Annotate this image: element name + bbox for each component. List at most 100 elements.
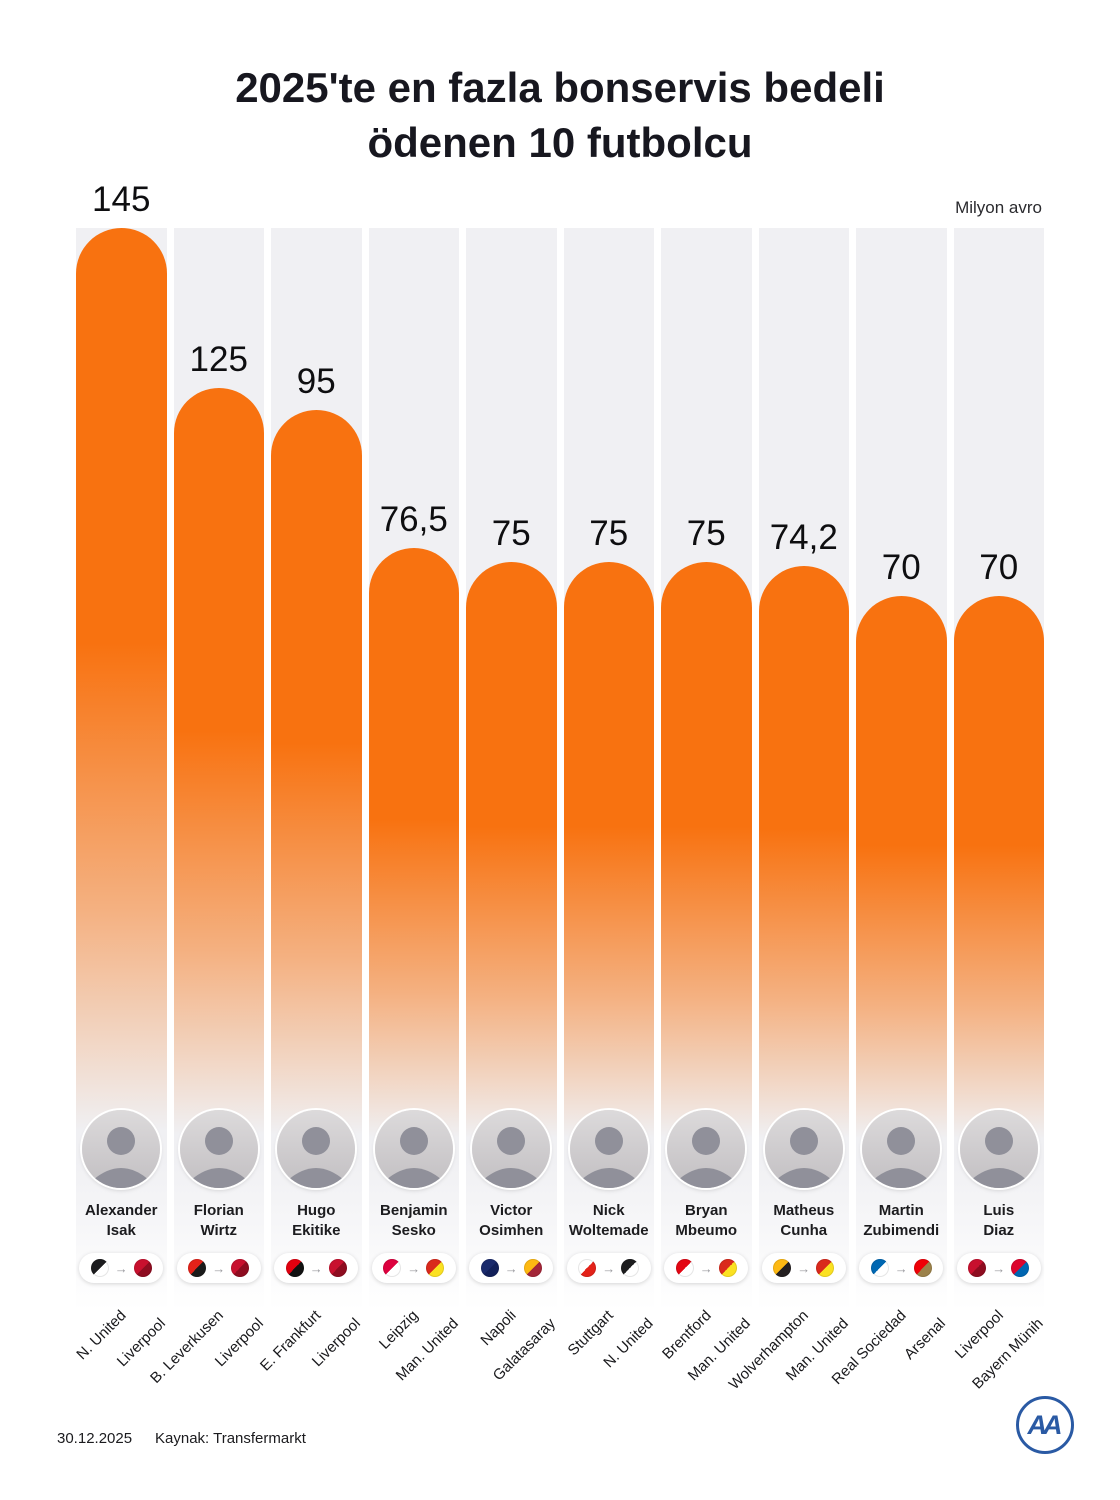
from-club-label: Napoli [477,1307,520,1350]
player-last-name: Isak [106,1221,136,1239]
transfer-arrow-icon: → [114,1260,128,1276]
player-block: Benjamin Sesko → [369,1110,460,1283]
from-club-logo [578,1259,597,1277]
value-label: 76,5 [379,500,448,539]
bar-column: 76,5 Benjamin Sesko → Leipzig Man. United [368,228,462,1384]
unit-label: Milyon avro [955,198,1042,217]
value-label: 125 [189,340,248,379]
player-silhouette-icon [775,1127,832,1188]
player-photo [862,1110,941,1188]
bar-column: 70 Martin Zubimendi → Real Sociedad Arsenal [828,228,949,1388]
transfer-arrow-icon: → [602,1260,616,1276]
to-club-logo [426,1259,445,1277]
bar [661,562,752,1150]
player-block: Nick Woltemade → [564,1110,655,1283]
to-club-logo [328,1259,347,1277]
page-title: 2025'te en fazla bonservis bedeli ödenen… [0,60,1120,171]
from-club-logo [383,1259,402,1277]
player-first-name: Nick [592,1202,625,1219]
value-label: 74,2 [769,518,838,557]
footer-source: Kaynak: Transfermarkt [155,1430,306,1447]
transfer-arrow-icon: → [504,1260,518,1276]
bar [173,388,264,1150]
player-photo [959,1110,1038,1188]
transfer-pill: → [176,1253,261,1283]
bar [368,548,459,1150]
player-last-name: Mbeumo [675,1221,738,1239]
player-last-name: Sesko [391,1221,436,1239]
to-club-label: Arsenal [901,1315,950,1363]
title-line-1: 2025'te en fazla bonservis bedeli [235,64,885,111]
player-last-name: Wirtz [200,1221,238,1239]
player-silhouette-icon [288,1127,345,1188]
player-block: Bryan Mbeumo → [661,1110,752,1283]
transfer-pill: → [79,1253,164,1283]
player-silhouette-icon [580,1127,637,1188]
to-club-logo [913,1259,932,1277]
aa-agency-logo: AA [1016,1396,1074,1454]
player-photo [179,1110,258,1188]
player-name: Victor Osimhen [466,1201,557,1240]
to-club-logo [816,1259,835,1277]
bar [271,410,362,1150]
transfer-arrow-icon: → [407,1260,421,1276]
value-label: 95 [296,362,336,401]
bar-column: 145 Alexander Isak → N. United Liverpool [73,180,169,1370]
from-club-logo [90,1259,109,1277]
transfer-arrow-icon: → [212,1260,226,1276]
bar [466,562,557,1150]
to-club-logo [231,1259,250,1277]
player-photo [569,1110,648,1188]
player-first-name: Alexander [84,1202,158,1219]
player-photo [374,1110,453,1188]
transfer-arrow-icon: → [797,1260,811,1276]
transfer-pill: → [859,1253,944,1283]
bar-column: 125 Florian Wirtz → B. Leverkusen Liverpool [147,228,267,1387]
bar-column: 74,2 Matheus Cunha → Wolverhampton Man. Unite… [726,228,852,1393]
chart-area: 145 Alexander Isak → N. United Liverpool 125 Fl… [73,180,1047,1393]
player-name: Luis Diaz [954,1201,1045,1240]
player-silhouette-icon [970,1127,1027,1188]
player-first-name: Benjamin [379,1202,448,1219]
player-block: Martin Zubimendi → [856,1110,947,1283]
bar [856,596,947,1150]
to-club-logo [1011,1259,1030,1277]
bar-column: 95 Hugo Ekitike → E. Frankfurt Liverpool [257,228,364,1374]
bar [758,566,849,1150]
to-club-logo [523,1259,542,1277]
transfer-pill: → [761,1253,846,1283]
to-club-logo [718,1259,737,1277]
player-block: Victor Osimhen → [466,1110,557,1283]
value-label: 70 [979,548,1019,587]
from-club-logo [480,1259,499,1277]
player-block: Hugo Ekitike → [271,1110,362,1283]
title-line-2: ödenen 10 futbolcu [367,119,753,167]
transfer-pill: → [664,1253,749,1283]
player-name: Benjamin Sesko [369,1201,460,1240]
bar [953,596,1044,1150]
bar-column: 75 Victor Osimhen → Napoli Galatasaray [466,228,559,1384]
bar-column: 75 Bryan Mbeumo → Brentford Man. United [659,228,754,1384]
player-first-name: Bryan [684,1202,728,1219]
bar [563,562,654,1150]
from-club-logo [675,1259,694,1277]
transfer-pill: → [274,1253,359,1283]
bar [76,228,167,1150]
transfer-arrow-icon: → [699,1260,713,1276]
player-first-name: Luis [983,1202,1015,1219]
player-silhouette-icon [678,1127,735,1188]
player-first-name: Hugo [297,1202,336,1219]
value-label: 145 [92,180,151,219]
from-club-logo [773,1259,792,1277]
player-first-name: Matheus [773,1202,835,1219]
player-photo [764,1110,843,1188]
to-club-logo [133,1259,152,1277]
transfer-arrow-icon: → [894,1260,908,1276]
player-first-name: Florian [193,1202,244,1219]
player-name: Hugo Ekitike [271,1201,362,1240]
player-last-name: Osimhen [479,1221,544,1239]
player-first-name: Martin [878,1202,924,1219]
player-silhouette-icon [483,1127,540,1188]
player-name: Florian Wirtz [174,1201,265,1240]
